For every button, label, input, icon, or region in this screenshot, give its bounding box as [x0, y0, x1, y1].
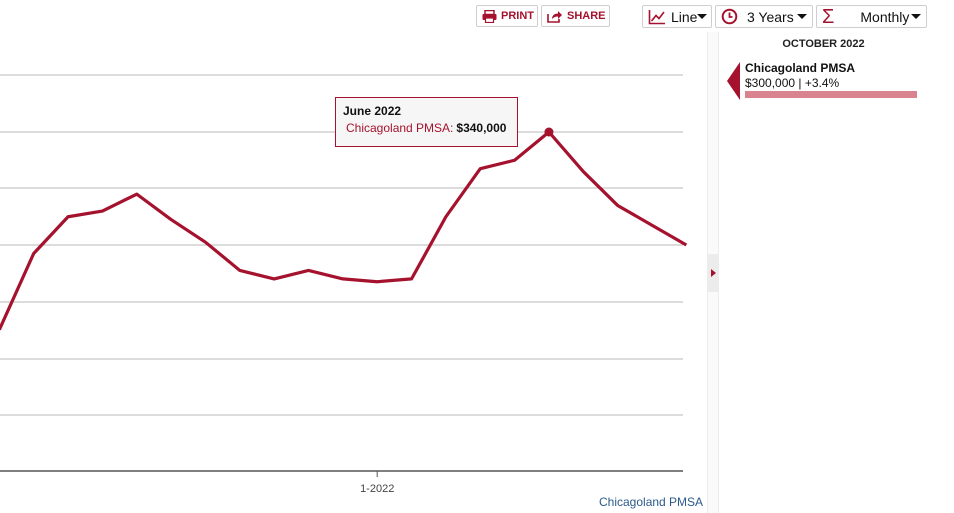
collapse-panel-handle[interactable] — [707, 254, 719, 292]
share-label: SHARE — [567, 10, 606, 22]
tooltip-value: $340,000 — [456, 121, 507, 135]
share-button[interactable]: SHARE — [541, 5, 610, 27]
printer-icon — [482, 9, 497, 23]
chevron-down-icon — [697, 14, 708, 19]
chevron-down-icon — [797, 14, 807, 19]
print-button[interactable]: PRINT — [476, 5, 538, 27]
chevron-down-icon — [911, 14, 921, 19]
period-dropdown[interactable]: 3 Years — [715, 5, 813, 28]
chart-type-label: Line — [671, 8, 698, 25]
period-label: 3 Years — [747, 8, 794, 25]
clock-icon — [721, 8, 738, 25]
tooltip-series: Chicagoland PMSA: — [346, 121, 454, 135]
chart-type-dropdown[interactable]: Line — [642, 5, 712, 28]
share-icon — [547, 10, 563, 23]
series-legend-label[interactable]: Chicagoland PMSA — [599, 495, 704, 509]
series-line — [0, 130, 688, 331]
panel-series-bar — [745, 91, 917, 98]
print-label: PRINT — [501, 10, 534, 22]
line-chart-icon — [648, 9, 666, 25]
frequency-dropdown[interactable]: Σ Monthly — [816, 5, 927, 28]
panel-series-value: $300,000 | +3.4% — [745, 76, 840, 90]
x-axis: 1-2022 — [0, 470, 683, 495]
frequency-label: Monthly — [860, 8, 910, 25]
panel-date: OCTOBER 2022 — [782, 38, 865, 50]
highlight-point — [544, 127, 554, 137]
chart-tooltip: June 2022 Chicagoland PMSA: $340,000 — [335, 97, 518, 147]
sigma-icon: Σ — [822, 5, 835, 28]
chart-series — [0, 127, 688, 331]
panel-series-name: Chicagoland PMSA — [745, 61, 856, 75]
x-tick-label: 1-2022 — [360, 483, 394, 495]
series-marker-icon — [727, 62, 740, 100]
tooltip-date: June 2022 — [343, 104, 402, 118]
